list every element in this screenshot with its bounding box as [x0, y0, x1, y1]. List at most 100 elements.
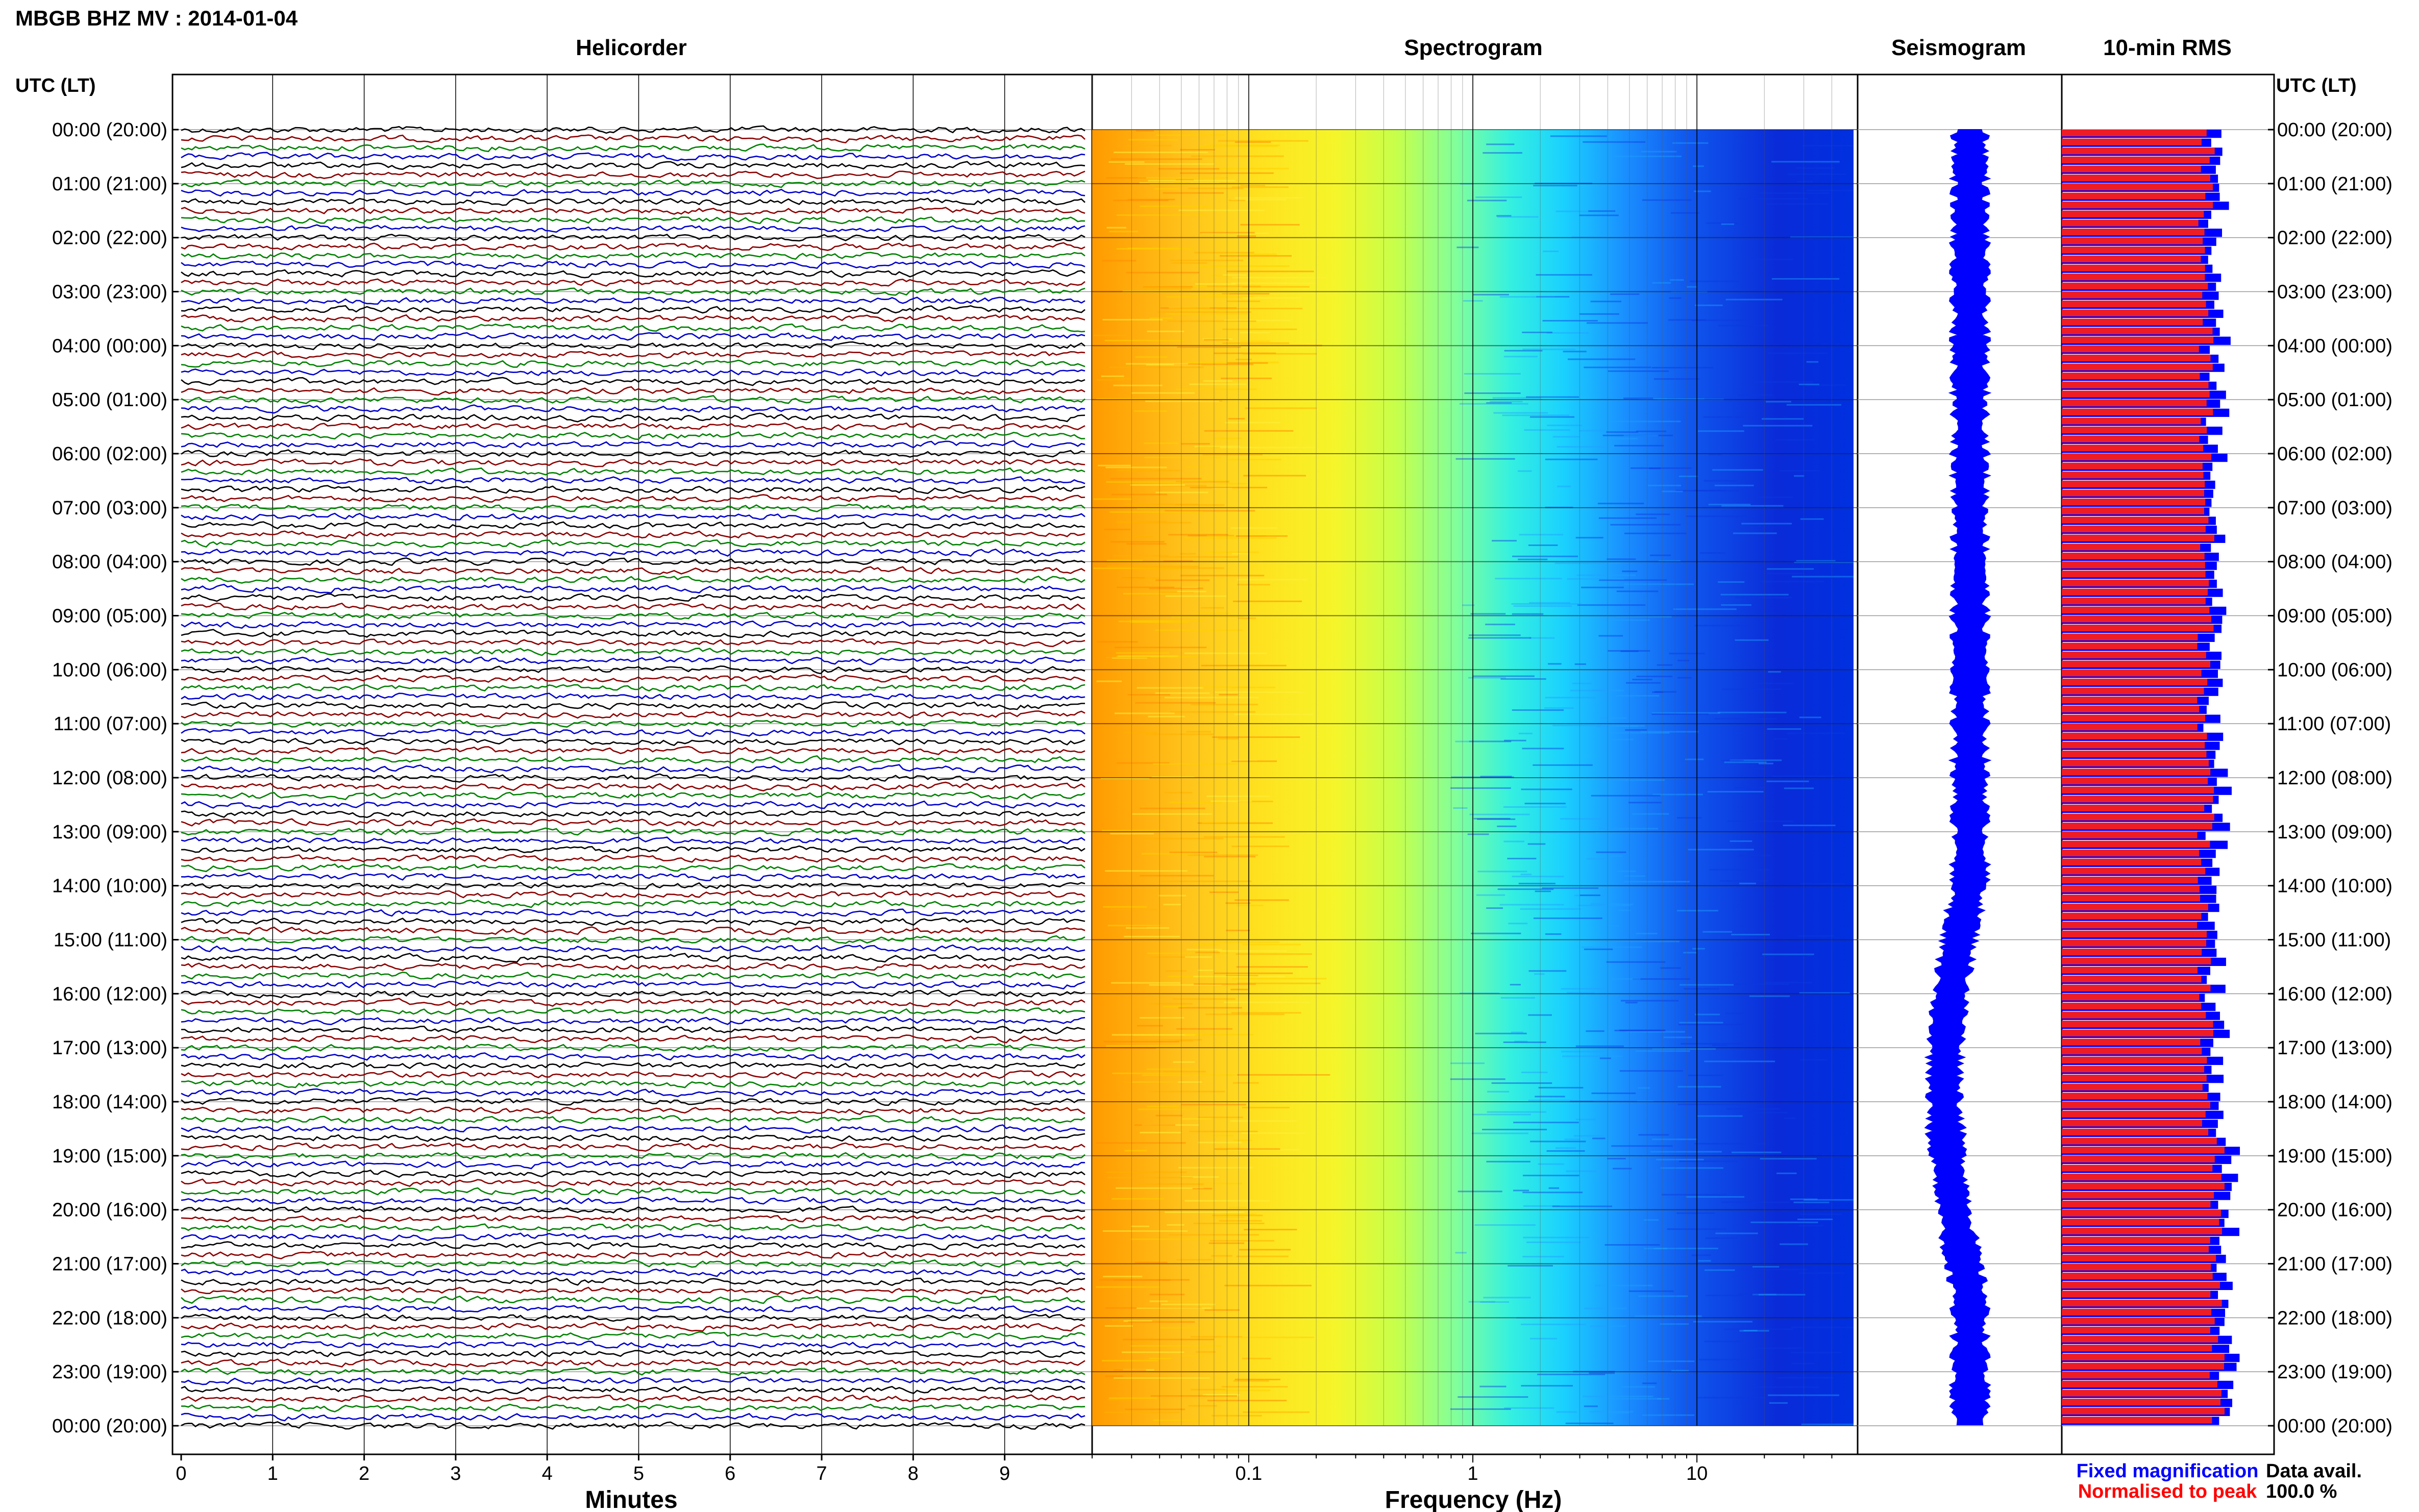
rms-bar-normalised	[2062, 652, 2206, 659]
spectrogram-streak	[1108, 161, 1145, 163]
spectrogram-streak	[1507, 857, 1537, 859]
spectrogram-streak	[1584, 948, 1613, 950]
spectrogram-streak	[1678, 1024, 1746, 1026]
spectrogram-streak	[1175, 504, 1225, 506]
spectrogram-streak	[1739, 882, 1756, 884]
spectrogram-streak	[1153, 1419, 1207, 1421]
spectrogram-streak	[1179, 172, 1274, 174]
spectrogram-streak	[1213, 437, 1242, 439]
spectrogram-streak	[1677, 817, 1702, 819]
rms-bar-normalised	[2062, 561, 2205, 568]
spectrogram-streak	[1231, 760, 1277, 762]
spectrogram-streak	[1557, 446, 1615, 448]
rms-bar-normalised	[2062, 1219, 2219, 1226]
rms-bar-normalised	[2062, 1318, 2215, 1325]
spectrogram-streak	[1191, 155, 1284, 157]
spectrogram-streak	[1496, 215, 1512, 217]
spectrogram-grid	[1092, 75, 1858, 1426]
spectrogram-streak	[1173, 1061, 1195, 1063]
spectrogram-streak	[1221, 1386, 1288, 1388]
spectrogram-streak	[1799, 1213, 1842, 1216]
spectrogram-streak	[1455, 1252, 1467, 1254]
spectrogram-streak	[1148, 715, 1185, 717]
spectrogram-streak	[1469, 634, 1521, 636]
spectrogram-streak	[1237, 1074, 1330, 1076]
spectrogram-streak	[1504, 739, 1526, 741]
spectrogram-streak	[1752, 1347, 1802, 1349]
spectrogram-streak	[1561, 988, 1609, 990]
spectrogram-streak	[1741, 1269, 1808, 1271]
spectrogram-streak	[1697, 430, 1744, 432]
helicorder-trace	[181, 161, 1085, 170]
rms-bar-normalised	[2062, 615, 2212, 623]
spectrogram-streak	[1596, 725, 1638, 727]
helicorder-traces	[181, 125, 1085, 1430]
spectrogram-streak	[1726, 1108, 1781, 1110]
helicorder-trace	[181, 989, 1085, 999]
spectrogram-streak	[1170, 711, 1255, 713]
spectrogram-streak	[1552, 1205, 1613, 1207]
spectrogram-streak	[1458, 1396, 1528, 1398]
rms-bar-normalised	[2062, 354, 2211, 362]
spectrogram-streak	[1753, 682, 1794, 684]
spectrogram-streak	[1123, 1320, 1152, 1322]
spectrogram-streak	[1586, 322, 1648, 324]
spectrogram-streak	[1203, 380, 1233, 382]
spectrogram-streak	[1213, 941, 1280, 943]
helicorder-trace	[181, 233, 1085, 242]
spectrogram-streak	[1105, 1171, 1187, 1173]
helicorder-trace	[181, 206, 1085, 215]
spectrogram-streak	[1603, 619, 1650, 621]
rms-bar-normalised	[2062, 1002, 2202, 1010]
spectrogram-streak	[1137, 687, 1203, 689]
spectrogram-streak	[1708, 454, 1723, 456]
spectrogram-streak	[1113, 384, 1163, 386]
rms-bar-normalised	[2062, 994, 2200, 1001]
spectrogram-streak	[1476, 894, 1505, 896]
spectrogram-streak	[1195, 612, 1229, 614]
spectrogram-streak	[1721, 688, 1782, 690]
spectrogram-streak	[1521, 1323, 1586, 1325]
spectrogram-streak	[1235, 1378, 1280, 1380]
spectrogram-streak	[1150, 1395, 1238, 1397]
spectrogram-streak	[1578, 430, 1606, 432]
rms-bar-normalised	[2062, 1390, 2221, 1397]
spectrogram-streak	[1602, 434, 1673, 436]
rms-bar-normalised	[2062, 678, 2208, 686]
spectrogram-streak	[1186, 731, 1211, 733]
rms-bar-normalised	[2062, 1353, 2225, 1361]
helicorder-trace	[181, 1043, 1085, 1052]
spectrogram-streak	[1180, 309, 1227, 311]
spectrogram-streak	[1600, 398, 1667, 400]
spectrogram-streak	[1692, 165, 1704, 167]
rms-bar-normalised	[2062, 1192, 2214, 1199]
spectrogram-streak	[1219, 255, 1292, 257]
spectrogram-streak	[1231, 686, 1276, 688]
spectrogram-streak	[1547, 425, 1583, 427]
spectrogram-streak	[1513, 1189, 1529, 1192]
spectrogram-streak	[1238, 801, 1273, 803]
time-label-right: 12:00 (08:00)	[2277, 767, 2392, 789]
spectrogram-streak	[1548, 1187, 1560, 1189]
spectrogram-streak	[1761, 581, 1824, 583]
spectrogram-streak	[1126, 271, 1200, 274]
spectrogram-streak	[1623, 398, 1653, 400]
spectrogram-streak	[1106, 1045, 1182, 1047]
spectrogram-streak	[1127, 694, 1171, 696]
spectrogram-streak	[1676, 910, 1718, 912]
spectrogram-streak	[1528, 1014, 1552, 1016]
spectrogram-streak	[1708, 504, 1751, 506]
spectrogram-streak	[1140, 807, 1205, 809]
rms-bar-normalised	[2062, 687, 2204, 695]
rms-bar-normalised	[2062, 543, 2201, 551]
helicorder-trace	[181, 287, 1085, 296]
spectrogram-streak	[1767, 352, 1828, 354]
spectrogram-streak	[1107, 925, 1161, 927]
spectrogram-streak	[1124, 144, 1172, 146]
spectrogram-streak	[1177, 346, 1241, 348]
helicorder-trace	[181, 863, 1085, 873]
spectrogram-streak	[1236, 966, 1308, 968]
time-label-left: 18:00 (14:00)	[52, 1092, 167, 1113]
minute-tick-label: 4	[542, 1463, 553, 1484]
spectrogram-streak	[1607, 558, 1636, 560]
